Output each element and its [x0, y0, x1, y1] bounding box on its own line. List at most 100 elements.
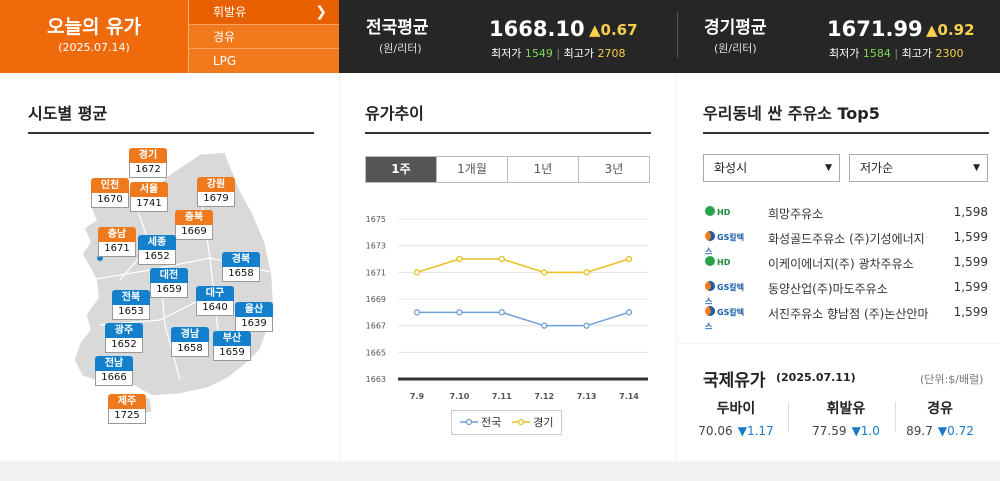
gyeonggi-average-price: 1671.99 [827, 17, 923, 41]
region-gangwon[interactable]: 강원 1679 [197, 177, 235, 207]
gyeonggi-average: 경기평균 (원/리터) 1671.99 ▲0.92 최저가 1584 | 최고가… [677, 0, 1000, 73]
legend-national-label: 전국 [481, 416, 502, 429]
national-average-title: 전국평균 [366, 18, 429, 38]
gyeonggi-average-change: ▲0.92 [926, 21, 975, 39]
international-oil-unit: (단위:$/배럴) [920, 373, 984, 386]
national-highest-price: 2708 [597, 47, 626, 60]
region-seoul[interactable]: 서울 1741 [130, 182, 168, 212]
national-average-change: ▲0.67 [589, 21, 638, 39]
intl-diesel: 경유 89.7 ▼0.72 [906, 401, 974, 438]
chevron-right-icon: ❯ [315, 4, 327, 20]
station-price: 1,599 [953, 280, 988, 294]
national-lowest-price: 1549 [524, 47, 553, 60]
hd-hyundai-oilbank-logo-icon: HD [705, 256, 749, 270]
region-jeonbuk[interactable]: 전북 1653 [112, 290, 150, 320]
divider [895, 402, 896, 432]
cheap-stations-title: 우리동네 싼 주유소 Top5 [703, 104, 880, 123]
chart-legend: 전국 경기 [451, 410, 562, 435]
tab-3-years[interactable]: 3년 [578, 157, 649, 182]
region-jeju[interactable]: 제주 1725 [108, 394, 146, 424]
gs-caltex-logo-icon: GS칼텍스 [705, 231, 745, 256]
region-daejeon[interactable]: 대전 1659 [150, 268, 188, 298]
region-ulsan[interactable]: 울산 1639 [235, 302, 273, 332]
region-chungnam[interactable]: 충남 1671 [98, 227, 136, 257]
station-price: 1,599 [953, 230, 988, 244]
station-name: 화성골드주유소 (주)기성에너지 [768, 232, 925, 246]
divider [788, 402, 789, 432]
station-row[interactable]: HD 이케이에너지(주) 광차주유소 1,599 [703, 251, 988, 276]
gyeonggi-price-range: 최저가 1584 | 최고가 2300 [829, 47, 964, 60]
region-gyeonggi[interactable]: 경기 1672 [129, 148, 167, 178]
station-name: 희망주유소 [768, 207, 824, 221]
y-tick-label: 1675 [366, 215, 386, 224]
x-tick-label: 7.13 [577, 392, 597, 401]
title-divider [28, 132, 314, 134]
gs-caltex-logo-icon: GS칼텍스 [705, 306, 745, 331]
fuel-tab-label: 휘발유 [213, 5, 247, 19]
region-chungbuk[interactable]: 충북 1669 [175, 210, 213, 240]
national-average: 전국평균 (원/리터) 1668.10 ▲0.67 최저가 1549 | 최고가… [339, 0, 677, 73]
y-tick-label: 1667 [366, 322, 386, 331]
data-point [625, 255, 633, 263]
gyeonggi-lowest-price: 1584 [862, 47, 891, 60]
intl-gasoline: 휘발유 77.59 ▼1.0 [812, 401, 880, 438]
price-trend-panel: 유가추이 [340, 73, 676, 461]
fuel-tab-lpg[interactable]: LPG [188, 48, 339, 73]
tab-1-week[interactable]: 1주 [366, 157, 436, 182]
data-point [541, 322, 548, 329]
region-sejong[interactable]: 세종 1652 [138, 235, 176, 265]
fuel-tab-diesel[interactable]: 경유 [188, 24, 339, 48]
region-daegu[interactable]: 대구 1640 [196, 286, 234, 316]
fuel-tab-label: 경유 [213, 30, 236, 44]
national-average-price: 1668.10 [489, 17, 585, 41]
y-tick-label: 1671 [366, 268, 386, 277]
station-name: 동양산업(주)마도주유소 [768, 282, 888, 296]
caret-down-icon: ▼ [825, 163, 832, 173]
national-average-unit: (원/리터) [379, 42, 422, 55]
data-point [413, 269, 421, 276]
region-busan[interactable]: 부산 1659 [213, 331, 251, 361]
region-gyeongbuk[interactable]: 경북 1658 [222, 252, 260, 282]
data-point [498, 309, 505, 316]
fuel-tab-label: LPG [213, 54, 237, 68]
cheap-stations-panel: 우리동네 싼 주유소 Top5 [677, 73, 1000, 343]
title-divider [703, 132, 989, 134]
legend-gyeonggi-label: 경기 [533, 416, 554, 429]
price-trend-title: 유가추이 [365, 104, 424, 123]
series-line-1 [416, 258, 630, 274]
station-row[interactable]: GS칼텍스 화성골드주유소 (주)기성에너지 1,599 [703, 226, 988, 256]
sort-select[interactable]: 저가순 ▼ [849, 154, 988, 182]
price-header-bar: 오늘의 유가 (2025.07.14) 휘발유 ❯ 경유 LPG 전국평균 (원… [0, 0, 1000, 73]
y-tick-label: 1665 [366, 348, 386, 357]
station-row[interactable]: HD 희망주유소 1,598 [703, 201, 988, 226]
station-row[interactable]: GS칼텍스 동양산업(주)마도주유소 1,599 [703, 276, 988, 306]
gyeonggi-average-title: 경기평균 [704, 18, 767, 38]
region-incheon[interactable]: 인천 1670 [91, 178, 129, 208]
fuel-type-menu: 휘발유 ❯ 경유 LPG [188, 0, 339, 73]
tab-1-month[interactable]: 1개월 [436, 157, 507, 182]
y-tick-label: 1669 [366, 295, 386, 304]
data-point [541, 269, 548, 276]
station-price: 1,599 [953, 305, 988, 319]
data-point [583, 269, 590, 276]
region-jeonnam[interactable]: 전남 1666 [95, 356, 133, 386]
today-date: (2025.07.14) [58, 41, 130, 54]
data-point [625, 309, 633, 316]
x-tick-label: 7.12 [534, 392, 554, 401]
tab-1-year[interactable]: 1년 [507, 157, 578, 182]
station-name: 서진주유소 향남점 (주)논산안마 [768, 307, 929, 321]
period-tabs: 1주 1개월 1년 3년 [365, 156, 650, 183]
station-row[interactable]: GS칼텍스 서진주유소 향남점 (주)논산안마 1,599 [703, 301, 988, 331]
region-gyeongnam[interactable]: 경남 1658 [171, 327, 209, 357]
station-name: 이케이에너지(주) 광차주유소 [768, 257, 914, 271]
city-select[interactable]: 화성시 ▼ [703, 154, 840, 182]
data-point [456, 255, 463, 263]
series-line-0 [417, 311, 630, 327]
price-trend-chart: 1663 1665 1667 1669 1671 1673 1675 7.9 7.10 7.11 7… [366, 215, 648, 401]
title-divider [365, 132, 651, 134]
x-tick-label: 7.11 [492, 392, 512, 401]
y-tick-label: 1673 [366, 242, 386, 251]
fuel-tab-gasoline[interactable]: 휘발유 ❯ [188, 0, 339, 24]
region-gwangju[interactable]: 광주 1652 [105, 323, 143, 353]
international-oil-panel [677, 344, 1000, 461]
